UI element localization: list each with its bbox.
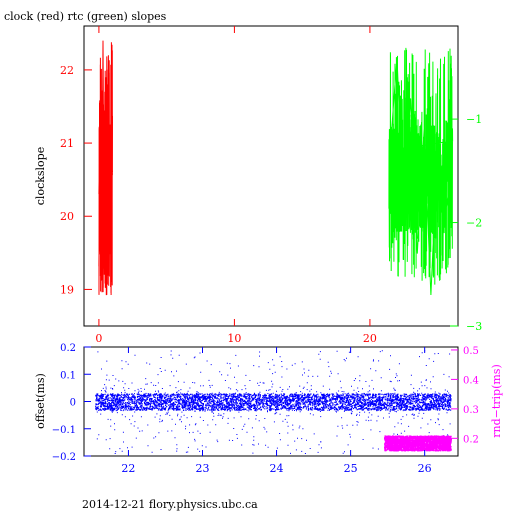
top-x-tick-label: 0: [95, 332, 102, 345]
top-left-tick-label: 21: [60, 137, 74, 150]
top-right-tick-label: −1: [466, 113, 482, 126]
bottom-panel-axes: 22 23 24 25 26 0.2 0.1 0 −0.1 −0.2 0.5 0.4 0.3 0.2: [52, 343, 479, 475]
bottom-panel-data: [95, 350, 452, 454]
bottom-right-tick-label: 0.2: [463, 434, 479, 445]
top-left-tick-label: 20: [60, 210, 74, 223]
top-left-tick-label: 19: [60, 283, 74, 296]
footer-credit: 2014-12-21 flory.physics.ubc.ca: [82, 498, 258, 511]
bottom-x-tick-label: 22: [121, 462, 135, 475]
top-right-tick-label: −3: [466, 320, 482, 333]
round-trip-scatter-series: [384, 435, 452, 452]
top-left-tick-label: 22: [60, 64, 74, 77]
rtc-slope-series: [388, 47, 454, 296]
top-panel-data: [98, 40, 454, 296]
bottom-x-tick-label: 25: [344, 462, 358, 475]
clock-slope-series: [98, 40, 113, 296]
bottom-right-axis-label: rnd−trip(ms): [490, 364, 503, 438]
bottom-right-tick-label: 0.5: [463, 346, 479, 357]
offset-scatter-series: [95, 350, 452, 454]
top-panel: 0 10 20 19 20 21 22 −1 −2 −3 clockslope: [34, 25, 482, 345]
bottom-left-tick-label: 0.2: [60, 343, 76, 354]
top-x-tick-label: 20: [363, 332, 377, 345]
figure-title: clock (red) rtc (green) slopes: [4, 10, 167, 23]
bottom-left-axis-label: offset(ms): [34, 373, 47, 429]
bottom-left-tick-label: −0.2: [52, 452, 76, 463]
bottom-x-tick-label: 24: [270, 462, 284, 475]
top-right-tick-label: −2: [466, 217, 482, 230]
bottom-x-tick-label: 26: [418, 462, 432, 475]
top-panel-axes: 0 10 20 19 20 21 22 −1 −2 −3: [60, 26, 482, 345]
bottom-right-tick-label: 0.4: [463, 375, 479, 386]
bottom-right-tick-label: 0.3: [463, 405, 479, 416]
bottom-left-tick-label: 0.1: [60, 370, 76, 381]
bottom-x-tick-label: 23: [195, 462, 209, 475]
top-x-tick-label: 10: [227, 332, 241, 345]
bottom-left-tick-label: −0.1: [52, 425, 76, 436]
top-panel-frame: [83, 25, 459, 327]
bottom-panel: 22 23 24 25 26 0.2 0.1 0 −0.1 −0.2 0.5 0.4 0.3 0.2 of…: [34, 343, 503, 475]
bottom-left-tick-label: 0: [70, 398, 76, 409]
top-left-axis-label: clockslope: [34, 147, 47, 205]
